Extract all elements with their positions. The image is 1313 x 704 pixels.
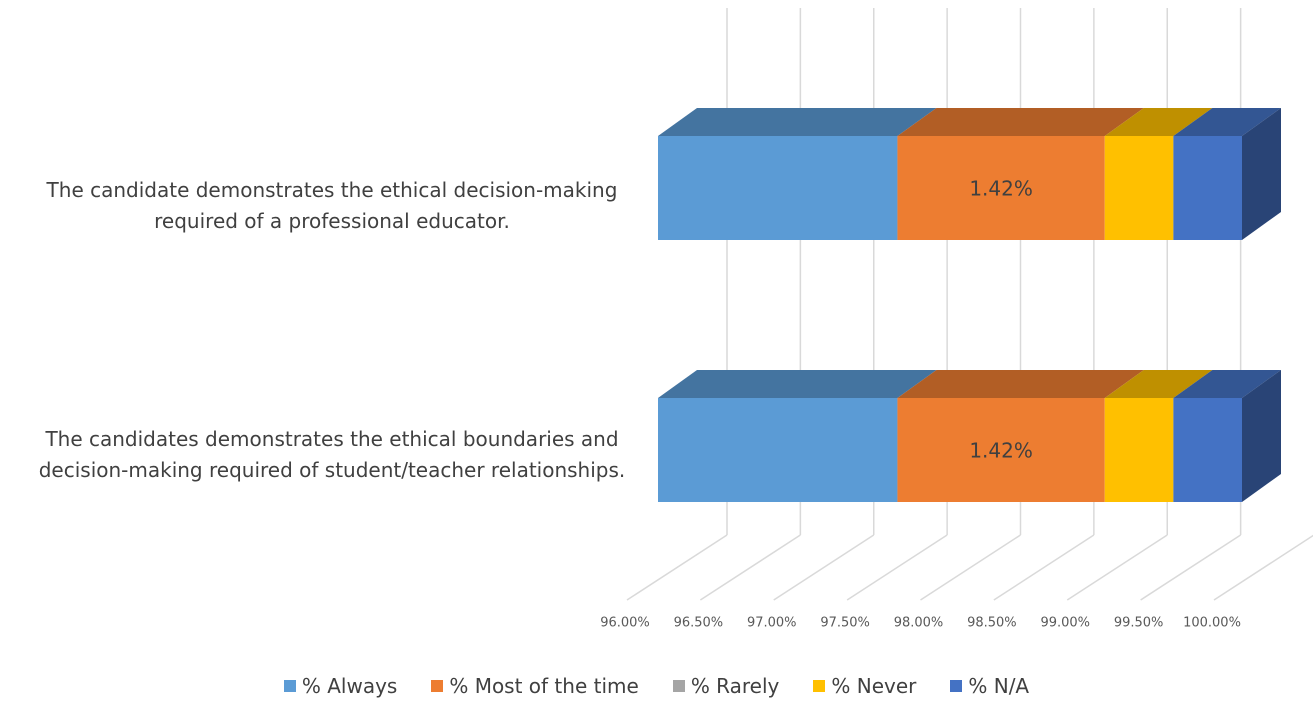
floor-grid-line (773, 534, 875, 601)
x-tick-label: 97.00% (747, 616, 797, 631)
category-label: The candidate demonstrates the ethical d… (46, 178, 618, 233)
x-tick-label: 100.00% (1183, 616, 1241, 631)
legend-label: % Never (831, 674, 917, 698)
floor-grid-line (1066, 534, 1168, 601)
bar-top (1104, 108, 1213, 136)
floor-grid-line (846, 534, 948, 601)
x-tick-label: 99.50% (1114, 616, 1164, 631)
legend-item: % N/A (950, 674, 1029, 698)
floor-grid-line (1213, 534, 1313, 601)
bar (1104, 136, 1174, 240)
legend-label: % N/A (968, 674, 1030, 698)
x-tick-label: 98.50% (967, 616, 1017, 631)
bar (658, 398, 898, 502)
legend-swatch (431, 680, 444, 692)
bar-top (897, 370, 1144, 398)
bar (897, 136, 1105, 240)
bar (1173, 136, 1242, 240)
floor-grid-line (626, 534, 728, 601)
legend-item: % Most of the time (431, 674, 639, 698)
bar (1173, 398, 1242, 502)
bar-top (1173, 370, 1281, 398)
bar-top (658, 370, 937, 398)
bar (658, 136, 898, 240)
bar-side (1242, 370, 1281, 502)
bar-top (658, 108, 937, 136)
floor-grid-line (1140, 534, 1242, 601)
floor-grid-line (920, 534, 1021, 601)
legend-swatch (813, 680, 826, 692)
x-tick-label: 97.50% (820, 616, 870, 631)
data-label: 1.42% (969, 177, 1033, 201)
bar-top (897, 108, 1144, 136)
legend-swatch (672, 680, 685, 692)
floor-grid-line (699, 534, 801, 601)
legend-item: % Rarely (672, 674, 780, 698)
bar (1104, 398, 1174, 502)
category-label: The candidates demonstrates the ethical … (38, 427, 626, 482)
legend-swatch (283, 680, 296, 692)
legend-label: % Rarely (690, 674, 780, 698)
x-tick-label: 96.00% (600, 616, 650, 631)
legend-swatch (950, 680, 963, 692)
legend-label: % Most of the time (449, 674, 639, 698)
data-label: 1.42% (969, 439, 1033, 463)
legend-item: % Never (813, 674, 916, 698)
x-tick-label: 99.00% (1040, 616, 1090, 631)
x-tick-label: 96.50% (674, 616, 724, 631)
legend-label: % Always (301, 674, 398, 698)
bar (897, 398, 1105, 502)
legend-item: % Always (283, 674, 398, 698)
legend: % Always % Most of the time % Rarely % Neve… (0, 674, 1313, 698)
bar-top (1173, 108, 1281, 136)
floor-grid-line (993, 534, 1095, 601)
x-tick-label: 98.00% (894, 616, 944, 631)
bar-side (1242, 108, 1281, 240)
bar-top (1104, 370, 1213, 398)
